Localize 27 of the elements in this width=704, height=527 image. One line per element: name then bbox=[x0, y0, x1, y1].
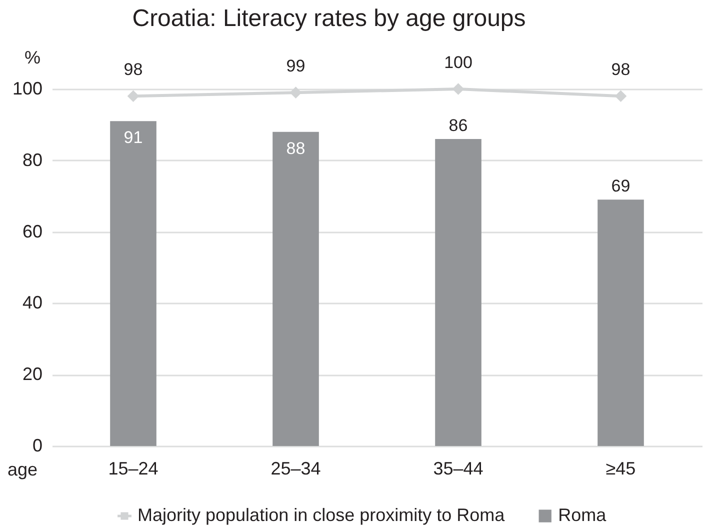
chart-title: Croatia: Literacy rates by age groups bbox=[132, 5, 526, 32]
x-tick-label: 35–44 bbox=[433, 458, 484, 478]
data-label: 98 bbox=[611, 60, 630, 80]
data-label: 88 bbox=[286, 138, 306, 158]
y-tick-label: 20 bbox=[22, 364, 42, 384]
y-tick-label: 80 bbox=[22, 150, 42, 170]
data-label: 69 bbox=[611, 176, 630, 196]
legend-label: Roma bbox=[558, 505, 608, 525]
x-tick-label: ≥45 bbox=[606, 458, 636, 478]
x-tick-label: 25–34 bbox=[270, 458, 321, 478]
y-tick-label: 60 bbox=[22, 221, 42, 242]
bar bbox=[435, 138, 482, 446]
y-tick-label: 100 bbox=[12, 78, 42, 98]
y-tick-label: 0 bbox=[32, 436, 42, 456]
x-axis-title: age bbox=[7, 460, 38, 480]
data-label: 100 bbox=[444, 53, 472, 72]
data-label: 91 bbox=[124, 128, 143, 148]
bar bbox=[272, 132, 319, 446]
data-label: 98 bbox=[124, 60, 143, 80]
x-tick-label: 15–24 bbox=[108, 458, 158, 478]
bar bbox=[598, 200, 644, 446]
y-tick-label: 40 bbox=[22, 292, 42, 313]
bar bbox=[110, 121, 156, 446]
data-label: 99 bbox=[286, 56, 306, 76]
data-label: 86 bbox=[448, 116, 468, 135]
legend-label: Majority population in close proximity to Roma bbox=[138, 505, 506, 525]
y-axis-title: % bbox=[24, 48, 41, 68]
